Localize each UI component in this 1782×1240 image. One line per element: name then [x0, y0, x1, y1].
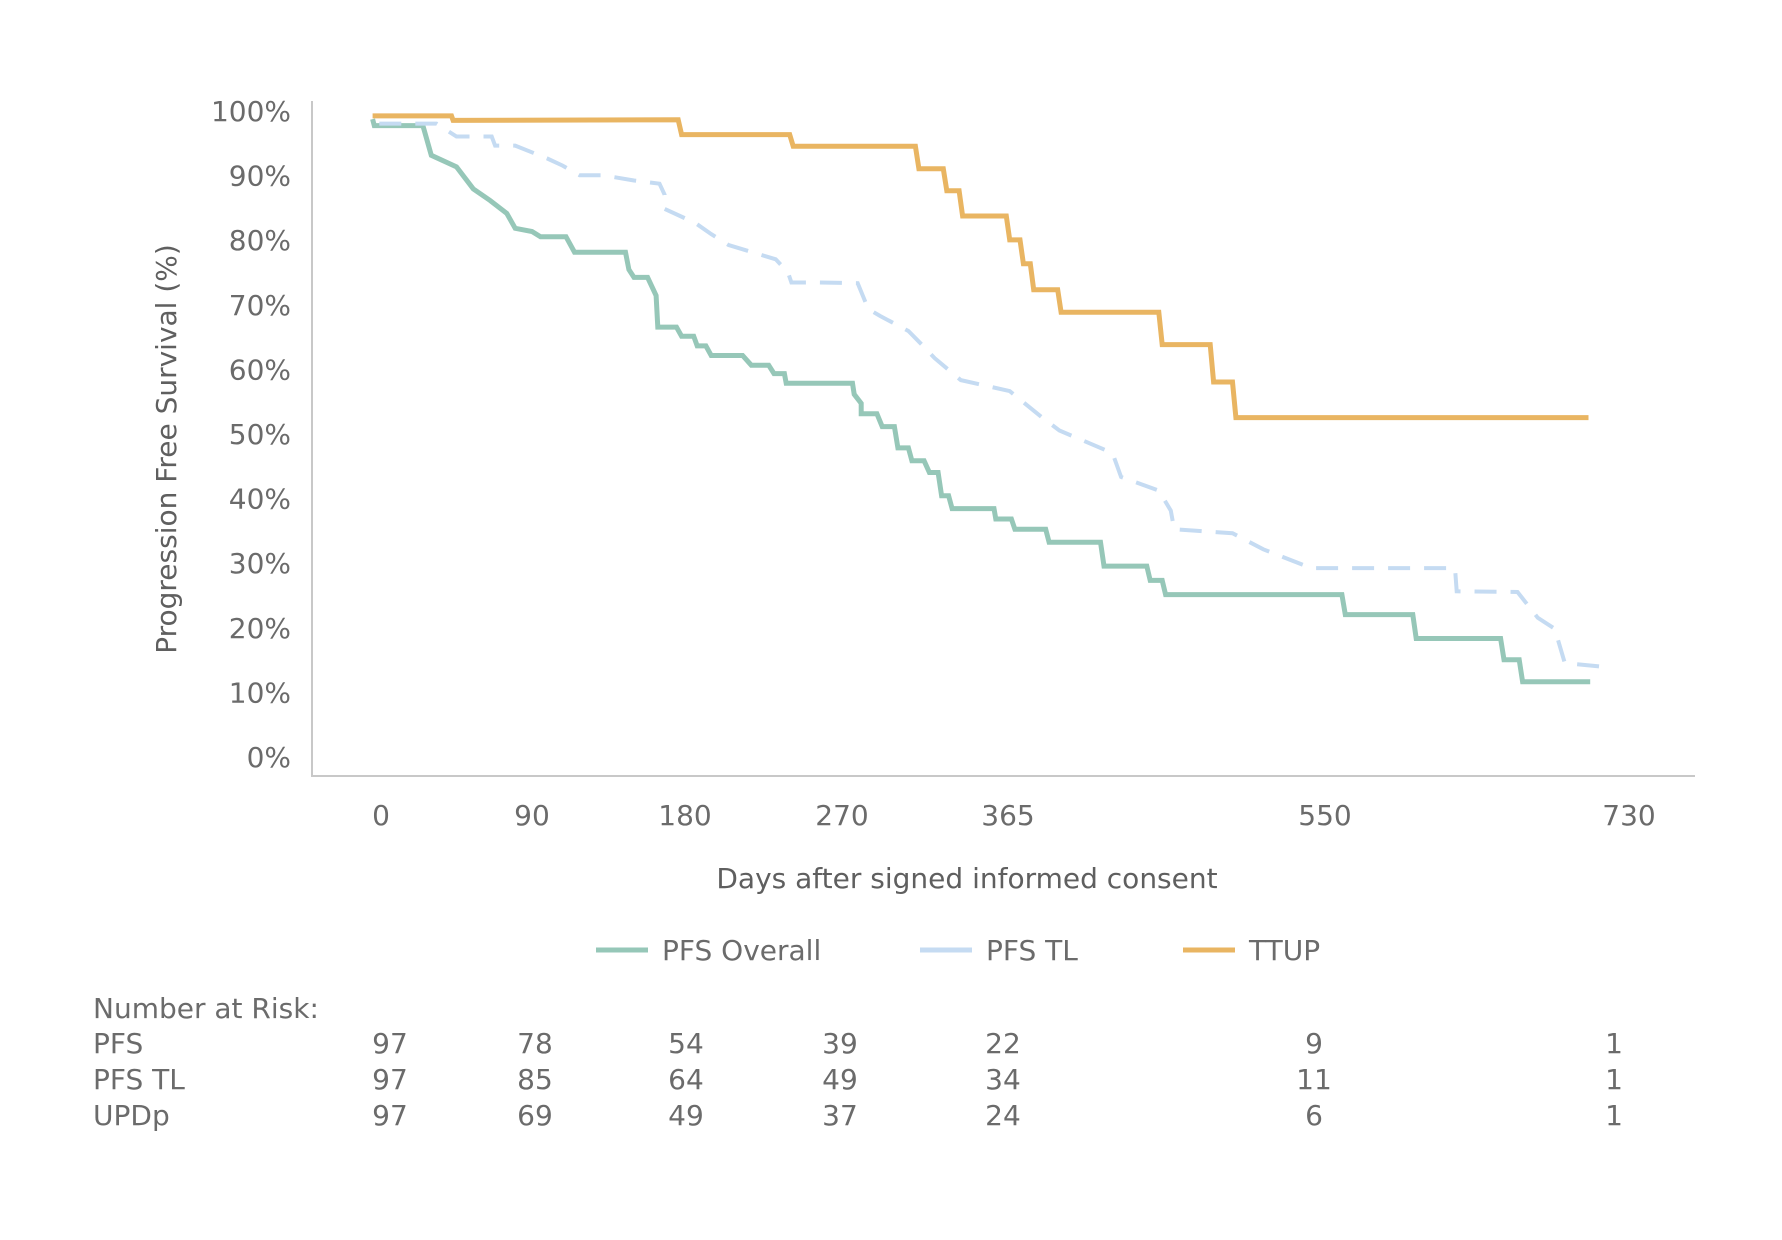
risk-cell: 54	[668, 1027, 704, 1060]
risk-cell: 11	[1296, 1063, 1332, 1096]
risk-cell: 78	[517, 1027, 553, 1060]
y-tick-label: 20%	[229, 612, 291, 645]
risk-row-label: PFS	[93, 1027, 144, 1060]
x-tick-label: 365	[981, 799, 1034, 832]
legend-label-ttup: TTUP	[1248, 934, 1320, 967]
y-tick-label: 100%	[211, 95, 291, 128]
series-line-pfs-tl	[379, 121, 1613, 670]
risk-cell: 97	[372, 1063, 408, 1096]
y-axis-title: Progression Free Survival (%)	[150, 244, 183, 654]
series-line-ttup	[372, 113, 1589, 421]
x-tick-label: 550	[1298, 799, 1351, 832]
y-tick-label: 50%	[229, 418, 291, 451]
risk-cell: 49	[822, 1063, 858, 1096]
y-tick-label: 0%	[247, 741, 291, 774]
risk-row-label: UPDp	[93, 1099, 170, 1132]
risk-cell: 85	[517, 1063, 553, 1096]
y-tick-labels: 0% 10% 20% 30% 40% 50% 60% 70% 80% 90% 100%	[211, 95, 291, 774]
risk-cell: 1	[1605, 1027, 1623, 1060]
series-lines	[370, 113, 1613, 685]
y-tick-label: 90%	[229, 160, 291, 193]
risk-cell: 37	[822, 1099, 858, 1132]
risk-cell: 9	[1305, 1027, 1323, 1060]
y-tick-label: 10%	[229, 676, 291, 709]
y-tick-label: 70%	[229, 289, 291, 322]
risk-cell: 6	[1305, 1099, 1323, 1132]
legend: PFS Overall PFS TL TTUP	[596, 934, 1320, 967]
series-line-pfs-overall	[370, 118, 1591, 685]
x-tick-label: 0	[372, 799, 390, 832]
x-tick-label: 180	[658, 799, 711, 832]
axes	[311, 101, 1695, 777]
risk-cell: 97	[372, 1099, 408, 1132]
risk-cell: 64	[668, 1063, 704, 1096]
legend-label-pfs-overall: PFS Overall	[662, 934, 821, 967]
risk-cell: 1	[1605, 1063, 1623, 1096]
risk-table-title: Number at Risk:	[93, 992, 319, 1025]
risk-cell: 39	[822, 1027, 858, 1060]
y-tick-label: 80%	[229, 224, 291, 257]
y-tick-label: 60%	[229, 353, 291, 386]
risk-cell: 24	[985, 1099, 1021, 1132]
x-tick-labels: 0 90 180 270 365 550 730	[372, 799, 1656, 832]
x-tick-label: 90	[514, 799, 550, 832]
x-tick-label: 730	[1602, 799, 1655, 832]
risk-cell: 97	[372, 1027, 408, 1060]
risk-cell: 34	[985, 1063, 1021, 1096]
risk-cell: 69	[517, 1099, 553, 1132]
risk-cell: 49	[668, 1099, 704, 1132]
y-tick-label: 30%	[229, 547, 291, 580]
y-tick-label: 40%	[229, 483, 291, 516]
x-axis-title: Days after signed informed consent	[716, 862, 1217, 895]
risk-cell: 22	[985, 1027, 1021, 1060]
legend-label-pfs-tl: PFS TL	[986, 934, 1078, 967]
x-tick-label: 270	[815, 799, 868, 832]
risk-row-label: PFS TL	[93, 1063, 185, 1096]
risk-cell: 1	[1605, 1099, 1623, 1132]
